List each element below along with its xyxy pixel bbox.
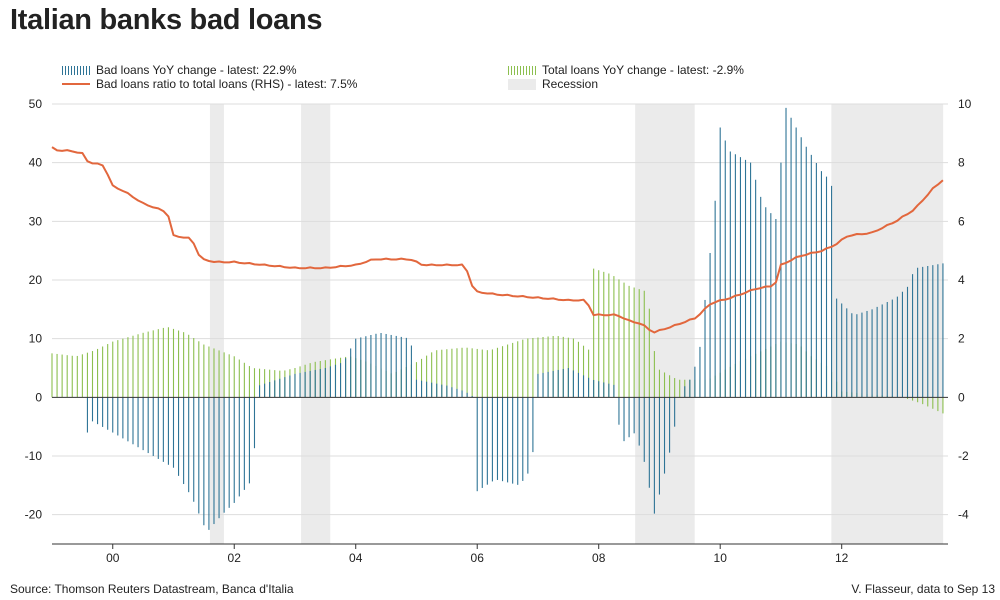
legend-label-total-loans-yoy: Total loans YoY change - latest: -2.9% xyxy=(542,63,744,77)
y-left-tick-label-5: 0 xyxy=(35,390,42,404)
legend-swatch-bad-loans-yoy xyxy=(62,65,90,75)
legend-label-ratio: Bad loans ratio to total loans (RHS) - l… xyxy=(96,77,358,91)
legend-item-bad-loans-yoy: Bad loans YoY change - latest: 22.9% xyxy=(62,63,357,77)
y-left-tick-label-4: 10 xyxy=(29,332,43,346)
y-left-tick-label-0: 50 xyxy=(29,97,43,111)
legend-item-recession: Recession xyxy=(508,77,744,91)
credit-note: V. Flasseur, data to Sep 13 xyxy=(851,582,995,596)
y-left-tick-label-2: 30 xyxy=(29,214,43,228)
y-right-tick-label-1: 8 xyxy=(958,156,965,170)
y-left-tick-label-7: -20 xyxy=(25,508,43,522)
x-tick-label-1: 02 xyxy=(228,551,242,565)
legend-swatch-total-loans-yoy xyxy=(508,65,536,75)
y-right-tick-label-4: 2 xyxy=(958,332,965,346)
legend-right: Total loans YoY change - latest: -2.9% R… xyxy=(508,63,744,91)
x-tick-label-5: 10 xyxy=(714,551,728,565)
y-left-tick-label-3: 20 xyxy=(29,273,43,287)
legend-swatch-recession xyxy=(508,78,536,90)
x-tick-label-2: 04 xyxy=(349,551,363,565)
y-right-tick-label-2: 6 xyxy=(958,214,965,228)
recession-band-0 xyxy=(209,104,224,544)
x-tick-label-4: 08 xyxy=(592,551,606,565)
x-tick-label-0: 00 xyxy=(106,551,120,565)
legend-left: Bad loans YoY change - latest: 22.9% Bad… xyxy=(62,63,357,91)
y-right-tick-label-3: 4 xyxy=(958,273,965,287)
y-right-tick-label-7: -4 xyxy=(958,508,969,522)
x-tick-label-6: 12 xyxy=(835,551,849,565)
legend-swatch-ratio xyxy=(62,83,90,85)
y-right-tick-label-0: 10 xyxy=(958,97,972,111)
y-left-tick-label-6: -10 xyxy=(25,449,43,463)
recession-band-1 xyxy=(301,104,331,544)
chart-title: Italian banks bad loans xyxy=(10,4,323,36)
y-left-tick-label-1: 40 xyxy=(29,156,43,170)
legend-item-total-loans-yoy: Total loans YoY change - latest: -2.9% xyxy=(508,63,744,77)
legend-label-recession: Recession xyxy=(542,77,599,91)
y-right-tick-label-6: -2 xyxy=(958,449,969,463)
bad-loans-ratio-line xyxy=(51,146,944,334)
y-right-tick-label-5: 0 xyxy=(958,390,965,404)
source-note: Source: Thomson Reuters Datastream, Banc… xyxy=(10,582,294,596)
legend-item-ratio: Bad loans ratio to total loans (RHS) - l… xyxy=(62,77,357,91)
legend-label-bad-loans-yoy: Bad loans YoY change - latest: 22.9% xyxy=(96,63,297,77)
x-tick-label-3: 06 xyxy=(471,551,485,565)
